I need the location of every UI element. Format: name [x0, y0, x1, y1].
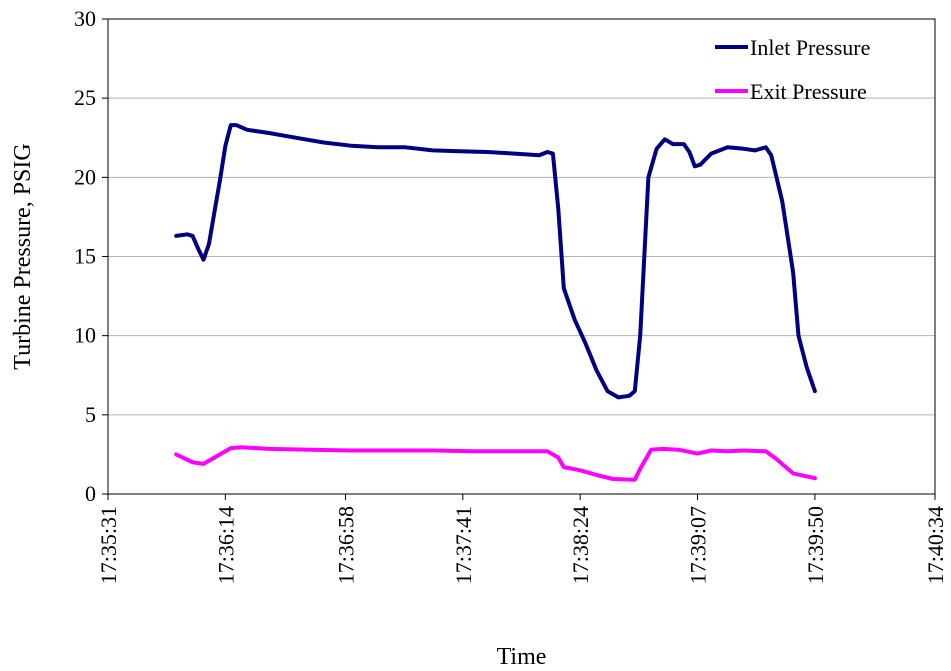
- x-tick-label: 17:36:58: [333, 506, 358, 584]
- legend-label-inlet: Inlet Pressure: [750, 35, 870, 60]
- legend-item-exit: Exit Pressure: [715, 79, 867, 104]
- x-tick-label: 17:39:07: [686, 506, 711, 584]
- y-tick-label: 15: [74, 244, 96, 269]
- x-tick-label: 17:36:14: [213, 506, 238, 584]
- x-axis: 17:35:31 17:36:14 17:36:58 17:37:41 17:38:24…: [96, 494, 948, 584]
- x-tick-label: 17:40:34: [923, 506, 948, 584]
- legend-item-inlet: Inlet Pressure: [715, 35, 870, 60]
- y-tick-label: 20: [74, 164, 96, 189]
- series-layer: [174, 123, 817, 482]
- legend: Inlet Pressure Exit Pressure: [715, 35, 870, 104]
- series-line-0: [174, 123, 817, 400]
- x-tick-label: 17:35:31: [96, 506, 121, 584]
- x-tick-label: 17:38:24: [568, 506, 593, 584]
- y-tick-label: 10: [74, 323, 96, 348]
- y-axis-title: Turbine Pressure, PSIG: [10, 143, 36, 369]
- x-tick-label: 17:39:50: [803, 506, 828, 584]
- y-tick-label: 25: [74, 85, 96, 110]
- x-axis-title: Time: [497, 644, 547, 670]
- series-line-1: [174, 445, 817, 482]
- y-tick-label: 30: [74, 6, 96, 31]
- x-tick-label: 17:37:41: [451, 506, 476, 584]
- y-axis: 0 5 10 15 20 25 30: [74, 6, 108, 506]
- y-tick-label: 0: [85, 481, 96, 506]
- legend-label-exit: Exit Pressure: [750, 79, 867, 104]
- y-tick-label: 5: [85, 402, 96, 427]
